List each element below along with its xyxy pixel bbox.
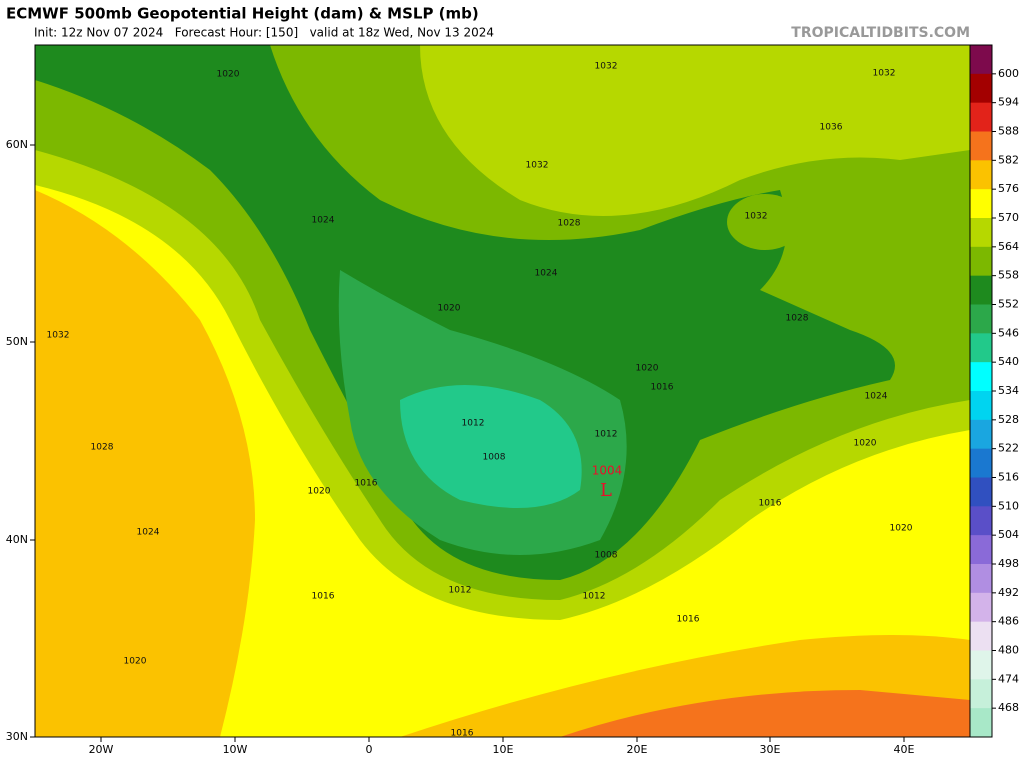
colorbar-label: 540 [998, 355, 1019, 368]
isobar-label: 1016 [651, 383, 674, 393]
isobar-label: 1008 [595, 551, 618, 561]
isobar-label: 1036 [820, 123, 843, 133]
colorbar-label: 594 [998, 96, 1019, 109]
colorbar-label: 468 [998, 701, 1019, 714]
colorbar-label: 552 [998, 298, 1019, 311]
isobar-label: 1016 [355, 479, 378, 489]
colorbar-box [970, 650, 992, 680]
lon-label: 20E [627, 743, 648, 756]
colorbar-box [970, 218, 992, 248]
colorbar-box [970, 275, 992, 305]
colorbar-box [970, 45, 992, 75]
lat-label: 50N [6, 335, 28, 348]
isobar-label: 1024 [137, 528, 160, 538]
colorbar-box [970, 419, 992, 450]
isobar-label: 1020 [438, 304, 461, 314]
colorbar-box [970, 621, 992, 651]
colorbar-label: 516 [998, 471, 1019, 484]
isobar-label: 1008 [483, 453, 506, 463]
colorbar-box [970, 246, 992, 277]
colorbar-label: 498 [998, 557, 1019, 570]
map-fill [35, 45, 970, 737]
isobar-label: 1020 [217, 70, 240, 80]
colorbar-label: 600 [998, 67, 1019, 80]
isobar-label: 1020 [636, 364, 659, 374]
colorbar-box [970, 535, 992, 565]
isobar-label: 1032 [526, 161, 549, 171]
colorbar-box [970, 160, 992, 190]
isobar-label: 1020 [890, 524, 913, 534]
isobar-label: 1012 [583, 592, 606, 602]
subtitle: Init: 12z Nov 07 2024 Forecast Hour: [15… [34, 26, 494, 40]
lon-label: 20W [89, 743, 114, 756]
title: ECMWF 500mb Geopotential Height (dam) & … [6, 5, 479, 23]
colorbar-label: 534 [998, 384, 1019, 397]
colorbar-frame [969, 44, 993, 738]
colorbar-label: 582 [998, 153, 1019, 166]
isobar-label: 1032 [873, 69, 896, 79]
isobar-label: 1028 [558, 219, 581, 229]
colorbar-label: 510 [998, 499, 1019, 512]
colorbar-label: 546 [998, 326, 1019, 339]
colorbar-box [970, 189, 992, 219]
colorbar-box [970, 448, 992, 478]
low-symbol: L [600, 480, 612, 501]
isobar-label: 1024 [535, 269, 558, 279]
lat-label: 40N [6, 533, 28, 546]
colorbar-box [970, 73, 992, 104]
isobar-label: 1032 [745, 212, 768, 222]
colorbar-label: 474 [998, 672, 1019, 685]
lon-label: 10W [223, 743, 248, 756]
lat-label: 30N [6, 730, 28, 743]
colorbar-box [970, 102, 992, 132]
isobar-label: 1032 [47, 331, 70, 341]
isobar-label: 1028 [786, 314, 809, 324]
colorbar-label: 588 [998, 125, 1019, 138]
colorbar-label: 576 [998, 182, 1019, 195]
colorbar-label: 480 [998, 644, 1019, 657]
colorbar-box [970, 304, 992, 334]
colorbar-label: 558 [998, 269, 1019, 282]
colorbar-label: 492 [998, 586, 1019, 599]
lon-label: 0 [366, 743, 373, 756]
isobar-label: 1020 [308, 487, 331, 497]
isobar-label: 1028 [91, 443, 114, 453]
isobar-label: 1020 [854, 439, 877, 449]
colorbar-box [970, 592, 992, 623]
colorbar-label: 486 [998, 615, 1019, 628]
colorbar-label: 570 [998, 211, 1019, 224]
lon-label: 40E [894, 743, 915, 756]
isobar-label: 1024 [312, 216, 335, 226]
colorbar-box [970, 391, 992, 421]
lat-label: 60N [6, 138, 28, 151]
lon-label: 30E [760, 743, 781, 756]
isobar-label: 1012 [462, 419, 485, 429]
isobar-label: 1020 [124, 657, 147, 667]
colorbar-box [970, 708, 992, 738]
colorbar-box [970, 564, 992, 594]
colorbar-box [970, 506, 992, 536]
low-pressure: 1004 [592, 464, 623, 478]
isobar-label: 1016 [759, 499, 782, 509]
isobar-label: 1012 [595, 430, 618, 440]
isobar-label: 1012 [449, 586, 472, 596]
isobar-label: 1032 [595, 62, 618, 72]
colorbar-label: 522 [998, 442, 1019, 455]
isobar-label: 1016 [677, 615, 700, 625]
lon-label: 10E [493, 743, 514, 756]
colorbar-box [970, 362, 992, 392]
colorbar-label: 564 [998, 240, 1019, 253]
colorbar-box [970, 477, 992, 507]
isobar-label: 1016 [312, 592, 335, 602]
credit: TROPICALTIDBITS.COM [791, 25, 970, 41]
isobar-label: 1016 [451, 729, 474, 739]
colorbar-box [970, 679, 992, 709]
colorbar-label: 504 [998, 528, 1019, 541]
colorbar-box [970, 333, 992, 363]
colorbar-label: 528 [998, 413, 1019, 426]
isobar-label: 1024 [865, 392, 888, 402]
colorbar-box [970, 131, 992, 161]
